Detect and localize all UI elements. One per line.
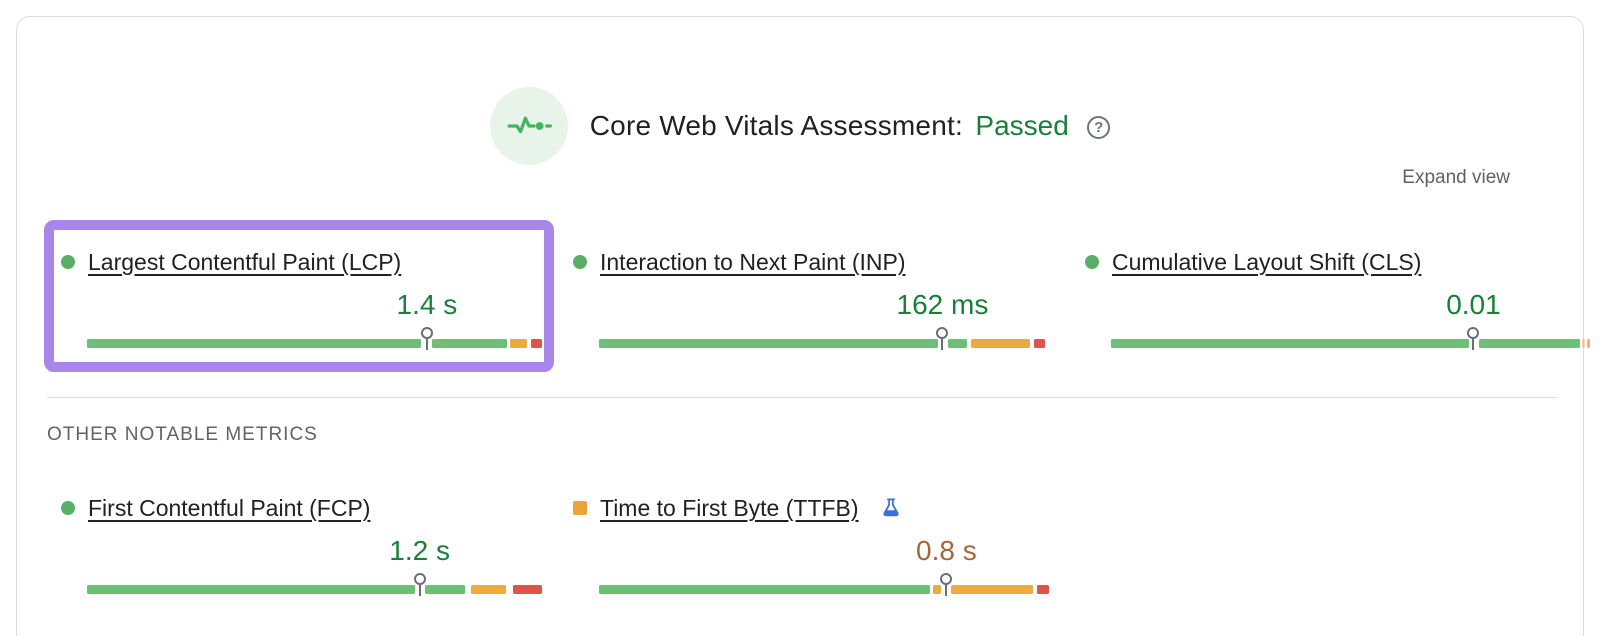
bar-segment-good <box>947 339 968 348</box>
section-divider <box>47 397 1558 398</box>
p75-marker <box>1467 327 1480 339</box>
metric-value: 0.8 s <box>916 535 977 566</box>
bar-segment-ni <box>971 339 1030 348</box>
metric-value: 162 ms <box>896 289 989 320</box>
bar-segment-good <box>87 339 422 348</box>
status-bullet-good-icon <box>61 501 75 515</box>
metric-fcp: First Contentful Paint (FCP) 1.2 s <box>61 495 542 599</box>
status-bullet-good-icon <box>573 255 587 269</box>
pulse-icon <box>489 87 568 165</box>
p75-marker <box>420 327 433 339</box>
metric-head: Interaction to Next Paint (INP) <box>573 249 1045 275</box>
bar-segment-good <box>1478 339 1580 348</box>
bar-segment-poor <box>1037 585 1049 594</box>
bar-segment-poor <box>1034 339 1045 348</box>
metric-link-lcp[interactable]: Largest Contentful Paint (LCP) <box>88 248 402 275</box>
bar-segment-poor <box>513 585 542 594</box>
other-metrics-title: OTHER NOTABLE METRICS <box>47 424 318 445</box>
metric-head: Cumulative Layout Shift (CLS) <box>1085 249 1593 275</box>
metric-head: First Contentful Paint (FCP) <box>61 495 542 521</box>
status-bullet-good-icon <box>1085 255 1099 269</box>
bar-segment-good <box>599 585 930 594</box>
assessment-title: Core Web Vitals Assessment: <box>589 110 963 141</box>
metric-ttfb: Time to First Byte (TTFB) 0.8 s <box>573 495 1049 599</box>
metric-link-ttfb[interactable]: Time to First Byte (TTFB) <box>600 494 859 521</box>
bar-segment-ni <box>470 585 506 594</box>
assessment-status: Passed <box>975 110 1069 141</box>
metric-lcp: Largest Contentful Paint (LCP) 1.4 s <box>61 249 542 353</box>
metric-head: Time to First Byte (TTFB) <box>573 495 1049 521</box>
distribution-bar <box>87 573 542 594</box>
bar-segment-ni <box>932 585 942 594</box>
bar-segment-poor <box>1587 339 1591 348</box>
bar-segment-good <box>432 339 508 348</box>
metric-head: Largest Contentful Paint (LCP) <box>61 249 542 275</box>
expand-view-link[interactable]: Expand view <box>1402 167 1510 188</box>
distribution-bar <box>87 327 542 348</box>
distribution-bar <box>1111 327 1593 348</box>
bar-segment-poor <box>531 339 542 348</box>
bar-segment-good <box>599 339 938 348</box>
p75-marker <box>936 327 949 339</box>
experimental-flask-icon <box>880 497 902 519</box>
assessment-header: Core Web Vitals Assessment: Passed ? <box>17 87 1583 165</box>
bar-segment-ni <box>951 585 1034 594</box>
cwv-assessment-card: Core Web Vitals Assessment: Passed ? Exp… <box>16 16 1591 636</box>
assessment-title-row: Core Web Vitals Assessment: Passed ? <box>590 110 1111 142</box>
bar-segment-good <box>1111 339 1470 348</box>
bar-segment-ni <box>1581 339 1585 348</box>
p75-marker <box>940 573 953 585</box>
distribution-bar <box>599 573 1049 594</box>
bar-segment-good <box>87 585 415 594</box>
status-bullet-good-icon <box>61 255 75 269</box>
p75-marker <box>413 573 426 585</box>
metric-cls: Cumulative Layout Shift (CLS) 0.01 <box>1085 249 1593 353</box>
metric-inp: Interaction to Next Paint (INP) 162 ms <box>573 249 1045 353</box>
metric-value: 0.01 <box>1446 289 1501 320</box>
metric-link-fcp[interactable]: First Contentful Paint (FCP) <box>88 494 371 521</box>
bar-segment-ni <box>510 339 528 348</box>
status-bullet-needs-improvement-icon <box>573 501 587 515</box>
metric-link-inp[interactable]: Interaction to Next Paint (INP) <box>600 248 906 275</box>
bar-segment-good <box>424 585 465 594</box>
help-icon[interactable]: ? <box>1087 116 1111 139</box>
distribution-bar <box>599 327 1045 348</box>
metric-value: 1.4 s <box>396 289 458 320</box>
metric-link-cls[interactable]: Cumulative Layout Shift (CLS) <box>1112 248 1422 275</box>
metric-value: 1.2 s <box>389 535 450 566</box>
